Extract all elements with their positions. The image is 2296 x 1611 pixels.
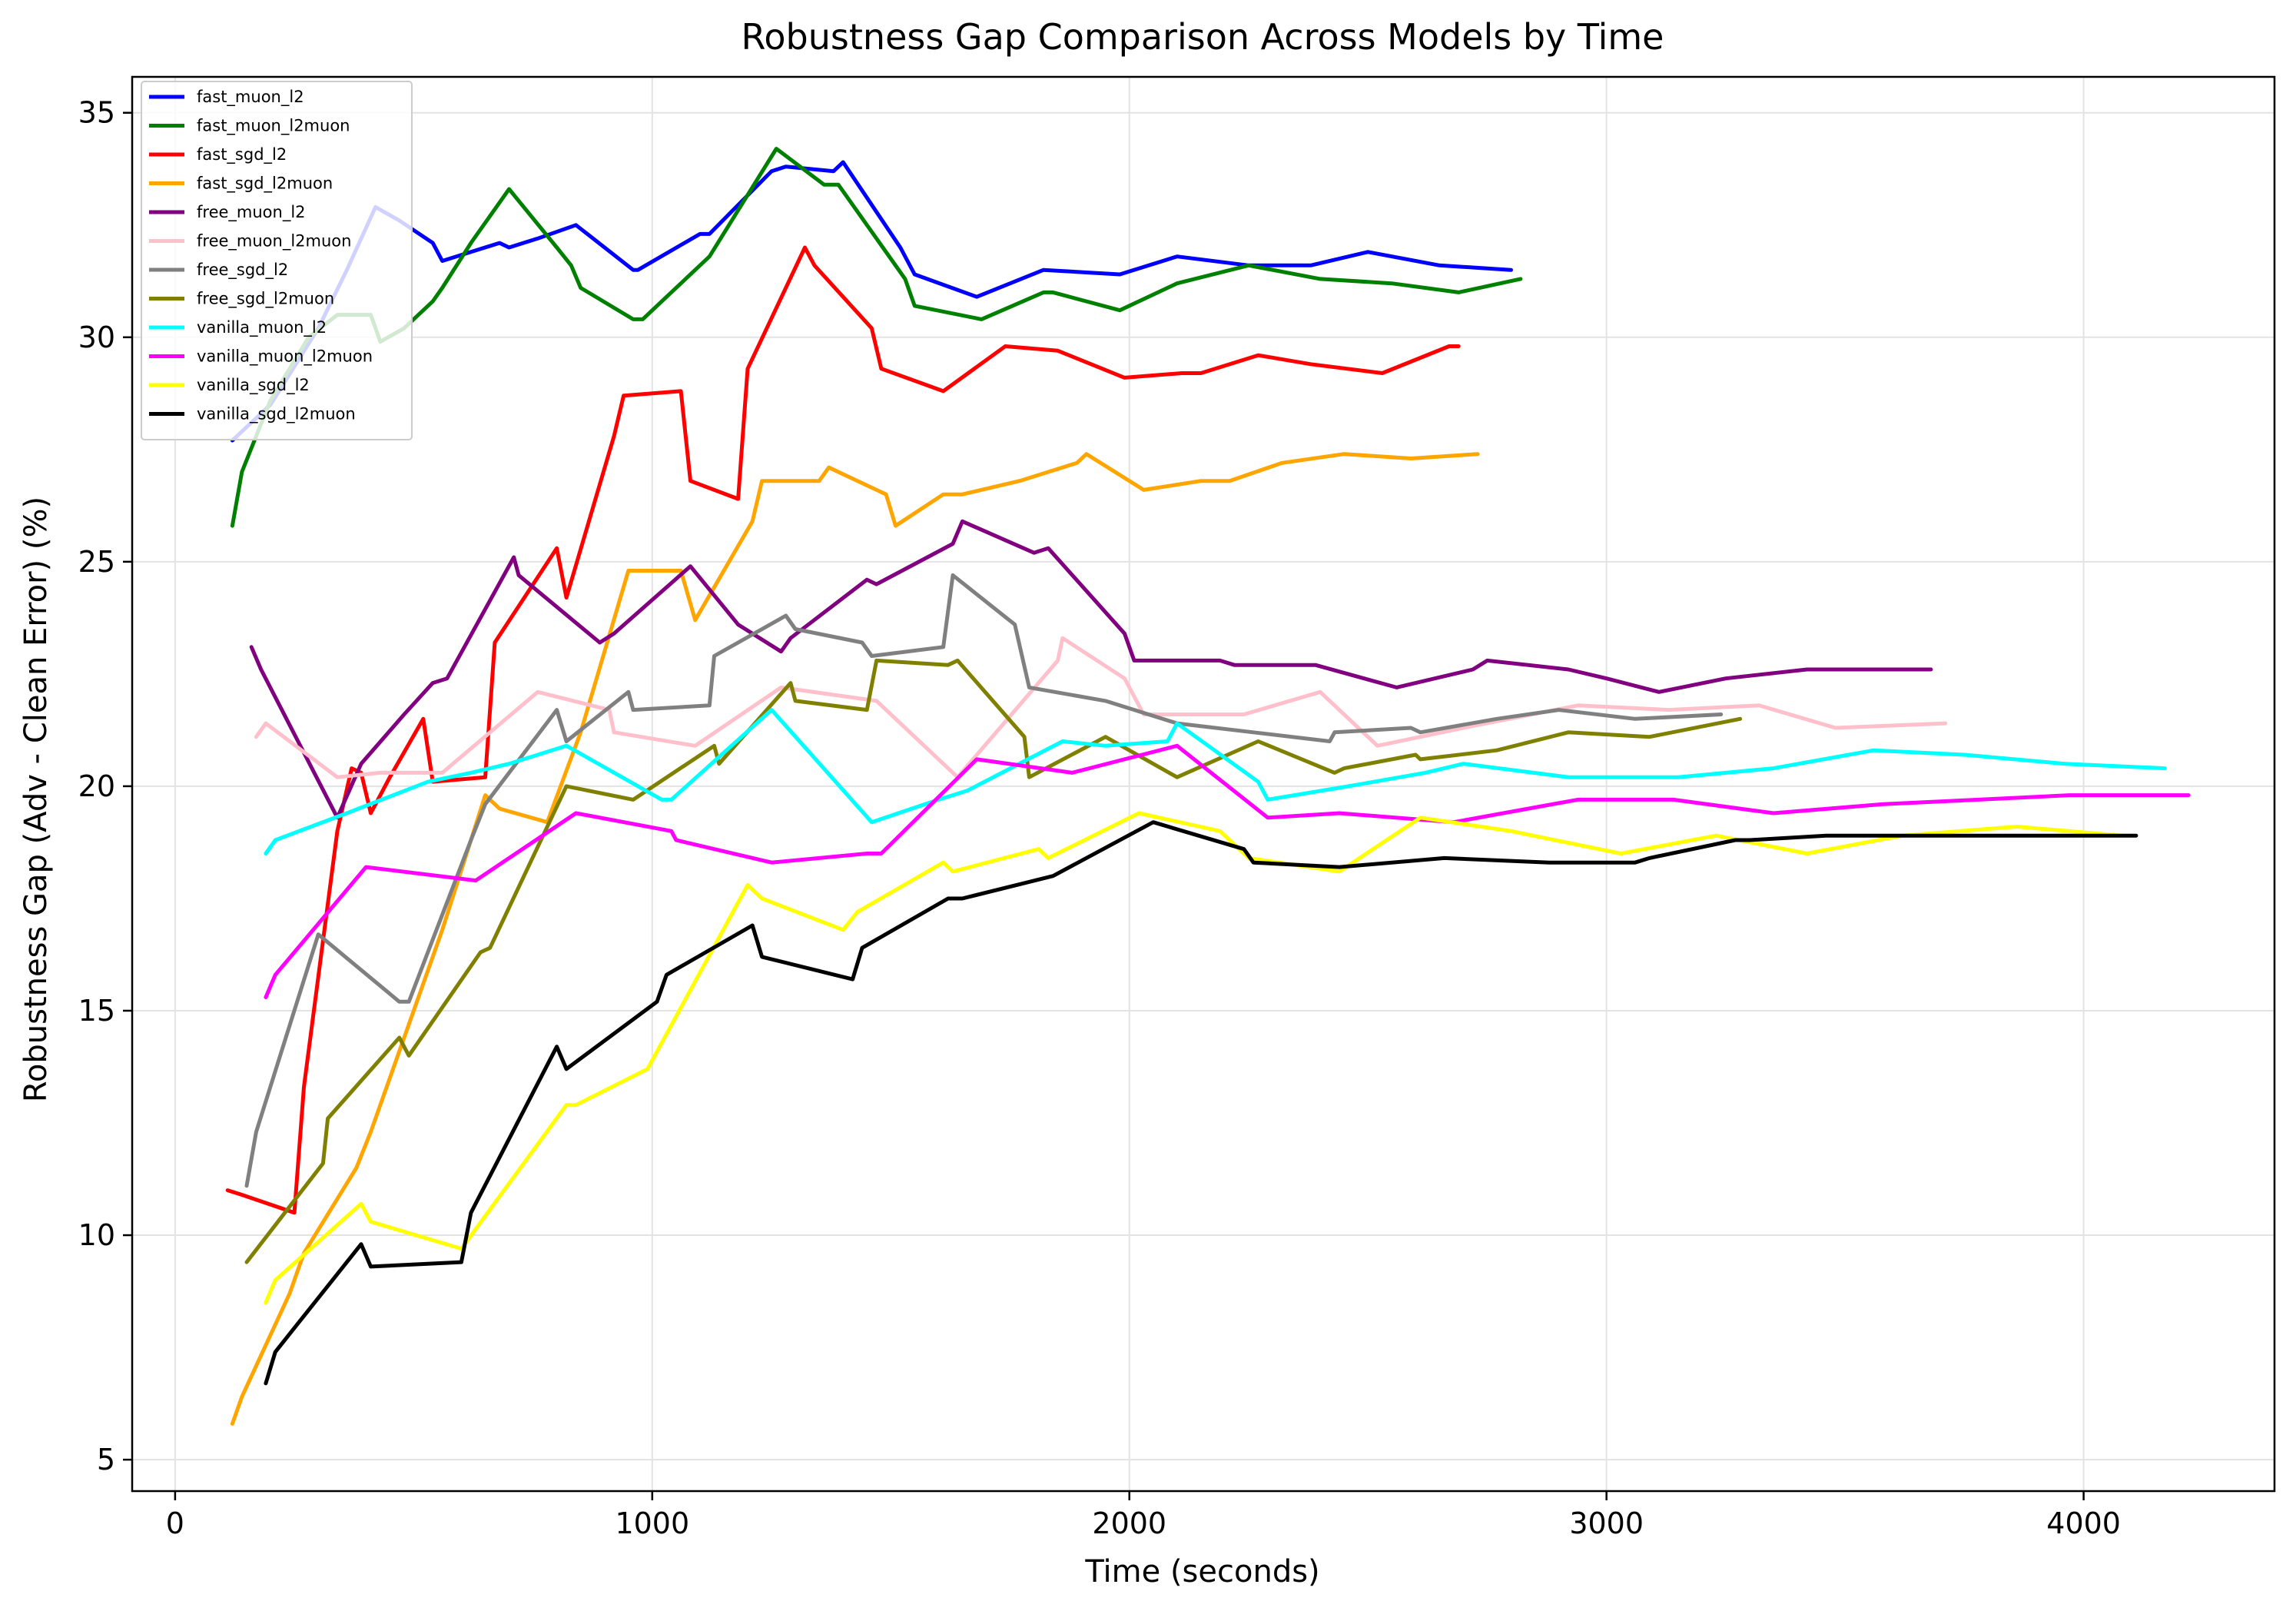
x-tick-label: 2000 [1092, 1506, 1166, 1540]
legend-label: vanilla_muon_l2muon [197, 347, 373, 367]
series-line-fast-sgd-l2muon [230, 452, 1480, 1426]
y-tick-label: 5 [97, 1443, 115, 1476]
x-tick-label: 0 [166, 1506, 184, 1540]
y-tick-label: 35 [78, 96, 115, 130]
legend-label: free_muon_l2muon [197, 232, 351, 251]
x-tick-label: 3000 [1569, 1506, 1644, 1540]
y-tick-label: 25 [78, 545, 115, 579]
series-line-vanilla-muon-l2 [264, 708, 2167, 855]
legend-label: vanilla_muon_l2 [197, 318, 327, 337]
legend-label: free_sgd_l2muon [197, 290, 334, 309]
legend-label: vanilla_sgd_l2muon [197, 405, 356, 424]
series-line-free-sgd-l2muon [244, 658, 1743, 1264]
series-line-vanilla-sgd-l2muon [264, 820, 2138, 1386]
legend-label: vanilla_sgd_l2 [197, 376, 310, 395]
y-tick-label: 15 [78, 994, 115, 1028]
series-line-vanilla-sgd-l2 [264, 811, 2124, 1305]
x-tick-label: 4000 [2046, 1506, 2121, 1540]
legend-label: fast_sgd_l2 [197, 145, 287, 164]
plot-frame [131, 75, 2276, 1493]
series-line-vanilla-muon-l2muon [264, 743, 2191, 999]
y-tick-label: 10 [78, 1218, 115, 1252]
legend-box [141, 81, 413, 440]
legend-label: fast_muon_l2muon [197, 117, 350, 136]
legend-label: free_sgd_l2 [197, 261, 288, 280]
chart-title: Robustness Gap Comparison Across Models … [742, 16, 1664, 58]
axis-ticks: 0 1000 2000 3000 4000 5 10 15 20 25 30 35 [78, 96, 2121, 1540]
series-line-free-muon-l2 [249, 519, 1933, 820]
legend-label: fast_sgd_l2muon [197, 174, 333, 194]
x-axis-label: Time (seconds) [1084, 1554, 1319, 1589]
legend: fast_muon_l2 fast_muon_l2muon fast_sgd_l2f… [141, 81, 413, 440]
x-tick-label: 1000 [615, 1506, 689, 1540]
legend-label: fast_muon_l2 [197, 88, 304, 107]
series-lines [225, 147, 2191, 1426]
grid [132, 77, 2274, 1491]
legend-label: free_muon_l2 [197, 203, 306, 222]
y-tick-label: 30 [78, 321, 115, 354]
y-axis-label: Robustness Gap (Adv - Clean Error) (%) [18, 497, 54, 1102]
series-line-free-sgd-l2 [244, 573, 1724, 1188]
y-tick-label: 20 [78, 769, 115, 803]
